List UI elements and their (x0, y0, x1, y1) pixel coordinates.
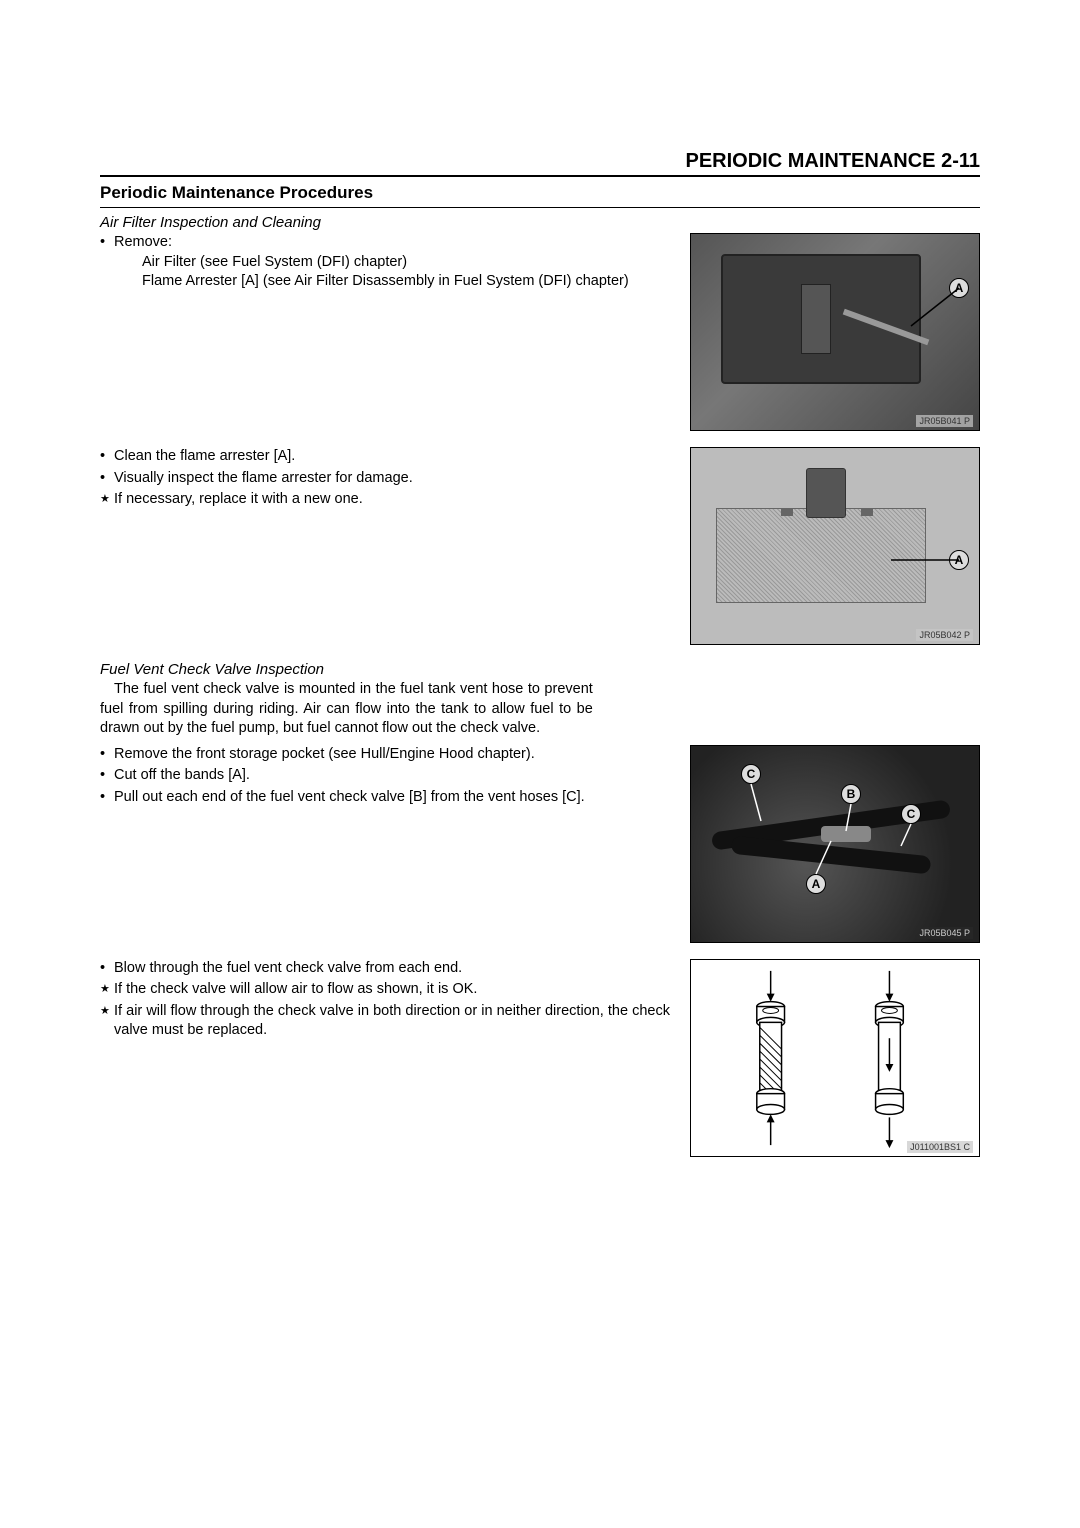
bullet-inspect: Visually inspect the flame arrester for … (100, 469, 670, 489)
bullet-ok: If the check valve will allow air to flo… (100, 980, 670, 1000)
text-flame-arrester: Flame Arrester [A] (see Air Filter Disas… (114, 272, 670, 292)
subsection-fuel-vent: Fuel Vent Check Valve Inspection (100, 661, 980, 678)
text-remove-pocket: Remove the front storage pocket (see Hul… (100, 745, 670, 810)
row-remove-pocket: Remove the front storage pocket (see Hul… (100, 745, 980, 943)
callout-b: B (841, 784, 861, 804)
text-air-filter: Air Filter (see Fuel System (DFI) chapte… (114, 253, 670, 273)
callout-c-2: C (901, 804, 921, 824)
figure-flame-arrester-assembly: A JR05B041 P (690, 233, 980, 431)
row-remove: Remove: Air Filter (see Fuel System (DFI… (100, 233, 980, 431)
text-remove-label: Remove: (114, 234, 172, 250)
subsection-air-filter: Air Filter Inspection and Cleaning (100, 214, 980, 231)
figure-label-4: J011001BS1 C (907, 1141, 973, 1153)
callout-c-1: C (741, 764, 761, 784)
text-blow: Blow through the fuel vent check valve f… (100, 959, 670, 1043)
bullet-replace-valve: If air will flow through the check valve… (100, 1002, 670, 1041)
text-clean: Clean the flame arrester [A]. Visually i… (100, 447, 670, 512)
figure-flame-arrester-mesh: A JR05B042 P (690, 447, 980, 645)
callout-a: A (949, 278, 969, 298)
text-remove: Remove: Air Filter (see Fuel System (DFI… (100, 233, 670, 294)
fuel-vent-para: The fuel vent check valve is mounted in … (100, 680, 593, 739)
row-clean: Clean the flame arrester [A]. Visually i… (100, 447, 980, 645)
figure-check-valve-diagram: J011001BS1 C (690, 959, 980, 1157)
section-title: Periodic Maintenance Procedures (100, 183, 980, 208)
row-blow: Blow through the fuel vent check valve f… (100, 959, 980, 1157)
figure-label-2: JR05B042 P (916, 629, 973, 641)
bullet-cut-bands: Cut off the bands [A]. (100, 766, 670, 786)
bullet-remove-pocket: Remove the front storage pocket (see Hul… (100, 745, 670, 765)
bullet-remove: Remove: Air Filter (see Fuel System (DFI… (100, 233, 670, 292)
page-header: PERIODIC MAINTENANCE 2-11 (100, 150, 980, 177)
figure-label-1: JR05B041 P (916, 415, 973, 427)
figure-check-valve-location: C B C A JR05B045 P (690, 745, 980, 943)
callout-a-2: A (949, 550, 969, 570)
figure-label-3: JR05B045 P (916, 927, 973, 939)
bullet-replace: If necessary, replace it with a new one. (100, 490, 670, 510)
bullet-blow: Blow through the fuel vent check valve f… (100, 959, 670, 979)
bullet-clean: Clean the flame arrester [A]. (100, 447, 670, 467)
bullet-pull-out: Pull out each end of the fuel vent check… (100, 788, 670, 808)
fuel-vent-intro: The fuel vent check valve is mounted in … (100, 680, 593, 739)
callout-a-3: A (806, 874, 826, 894)
